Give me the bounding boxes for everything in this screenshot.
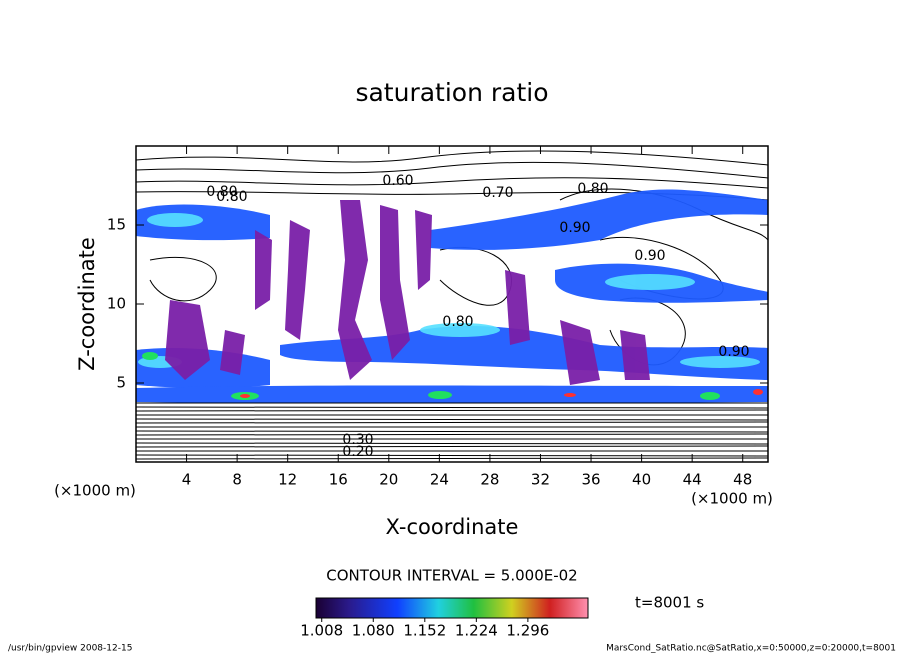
colorbar-tick-label: 1.152 xyxy=(403,622,446,640)
colorbar xyxy=(315,597,589,619)
contour-line xyxy=(136,454,768,457)
contour-label: 0.80 xyxy=(577,181,608,197)
contour-line xyxy=(136,421,768,424)
contour-label: 0.80 xyxy=(206,184,237,200)
x-tick-label: 36 xyxy=(581,471,600,489)
colorbar-tick-label: 1.224 xyxy=(455,622,498,640)
contour-line xyxy=(136,406,768,409)
colorbar-tick-label: 1.080 xyxy=(352,622,395,640)
contour-line xyxy=(136,433,768,436)
contour-label: 0.20 xyxy=(342,444,373,460)
x-axis-label: X-coordinate xyxy=(386,515,519,539)
time-label: t=8001 s xyxy=(635,594,704,612)
x-tick-label: 24 xyxy=(430,471,449,489)
contour-label: 0.60 xyxy=(382,173,413,189)
x-tick-label: 48 xyxy=(733,471,752,489)
colorbar-tick-label: 1.296 xyxy=(506,622,549,640)
contour-line xyxy=(136,418,768,421)
contour-label: 0.80 xyxy=(216,189,247,205)
y-axis-label: Z-coordinate xyxy=(75,237,99,371)
contour-line xyxy=(136,442,768,445)
x-tick-label: 44 xyxy=(683,471,702,489)
contour-line xyxy=(136,409,768,412)
y-tick-label: 15 xyxy=(107,216,126,234)
contour-line xyxy=(136,457,768,460)
chart-title: saturation ratio xyxy=(355,78,548,107)
contour-label: 0.30 xyxy=(342,432,373,448)
footer-right: MarsCond_SatRatio.nc@SatRatio,x=0:50000,… xyxy=(606,644,896,654)
contour-label: 0.90 xyxy=(718,344,749,360)
x-tick-label: 40 xyxy=(632,471,651,489)
x-tick-label: 28 xyxy=(480,471,499,489)
x-tick-label: 8 xyxy=(232,471,242,489)
contour-label: 0.80 xyxy=(442,314,473,330)
y-unit: (×1000 m) xyxy=(54,482,136,500)
field xyxy=(136,146,768,462)
y-tick-label: 5 xyxy=(116,374,126,392)
contour-line xyxy=(136,430,768,433)
colorbar-tick-label: 1.008 xyxy=(300,622,343,640)
contour-label: 0.70 xyxy=(482,185,513,201)
x-tick-label: 4 xyxy=(182,471,192,489)
x-tick-label: 16 xyxy=(329,471,348,489)
x-tick-label: 12 xyxy=(278,471,297,489)
contour-line xyxy=(136,445,768,448)
x-tick-label: 32 xyxy=(531,471,550,489)
x-unit: (×1000 m) xyxy=(691,490,773,508)
contour-interval: CONTOUR INTERVAL = 5.000E-02 xyxy=(326,567,577,585)
contour-label: 0.90 xyxy=(634,248,665,264)
contour-label: 0.90 xyxy=(559,220,590,236)
x-tick-label: 20 xyxy=(379,471,398,489)
footer-left: /usr/bin/gpview 2008-12-15 xyxy=(8,644,132,654)
y-tick-label: 10 xyxy=(107,295,126,313)
